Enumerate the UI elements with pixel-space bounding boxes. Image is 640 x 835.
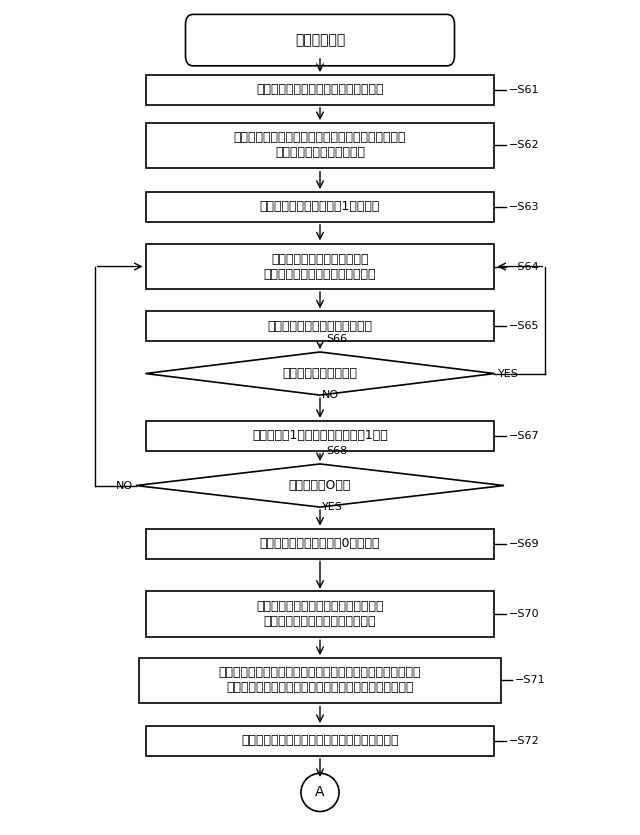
Text: 当籤番号の初期値として1をセット: 当籤番号の初期値として1をセット xyxy=(260,200,380,213)
Text: 小役・リプレイ用内部当籤役決定テーブルを参照し、小役・
リプレイ用データポインタに基づいて内部当籤役を取得: 小役・リプレイ用内部当籤役決定テーブルを参照し、小役・ リプレイ用データポインタ… xyxy=(219,666,421,695)
Text: −S72: −S72 xyxy=(508,736,539,746)
Bar xyxy=(145,244,495,290)
Text: −S71: −S71 xyxy=(515,676,545,686)
Ellipse shape xyxy=(301,773,339,812)
Text: −S64: −S64 xyxy=(508,261,539,271)
Text: 桁かりが行われたか？: 桁かりが行われたか？ xyxy=(282,367,358,380)
Text: 内部当籤役に応じて内部当籤役格納領域を更新: 内部当籤役に応じて内部当籤役格納領域を更新 xyxy=(241,735,399,747)
Bar xyxy=(145,192,495,222)
Text: S68: S68 xyxy=(326,446,348,456)
Bar xyxy=(139,658,501,703)
Bar xyxy=(145,591,495,637)
Bar xyxy=(145,311,495,342)
Text: 抽籤回数を1減算し、当籤番号を1加算: 抽籤回数を1減算し、当籤番号を1加算 xyxy=(252,429,388,443)
Text: 各データポイントとして0をセット: 各データポイントとして0をセット xyxy=(260,537,380,550)
Text: 内部抽籤テーブル及び抽籤回数を決定: 内部抽籤テーブル及び抽籤回数を決定 xyxy=(256,84,384,96)
Text: YES: YES xyxy=(322,502,343,512)
Text: −S70: −S70 xyxy=(508,609,539,619)
Text: 小役・リプレイ用データポインタ及び
ボーナス用データポインタを取得: 小役・リプレイ用データポインタ及び ボーナス用データポインタを取得 xyxy=(256,600,384,628)
Polygon shape xyxy=(145,352,495,395)
Text: NO: NO xyxy=(322,390,339,400)
Text: −S69: −S69 xyxy=(508,539,539,549)
FancyBboxPatch shape xyxy=(186,14,454,66)
Text: −S62: −S62 xyxy=(508,140,539,150)
Text: −S67: −S67 xyxy=(508,431,539,441)
Text: S66: S66 xyxy=(326,334,348,344)
Text: YES: YES xyxy=(498,368,518,378)
Text: −S65: −S65 xyxy=(508,321,539,331)
Text: 乱数値格納領域に格納されている乱数値を取得し、
判定用乱数値としてセット: 乱数値格納領域に格納されている乱数値を取得し、 判定用乱数値としてセット xyxy=(234,131,406,159)
Bar xyxy=(145,421,495,451)
Text: NO: NO xyxy=(116,480,133,490)
Text: −S61: −S61 xyxy=(508,85,539,95)
Bar xyxy=(145,726,495,756)
Text: A: A xyxy=(316,786,324,799)
Bar xyxy=(145,75,495,105)
Text: −S63: −S63 xyxy=(508,202,539,212)
Text: 内部抽籤処理: 内部抽籤処理 xyxy=(295,33,345,47)
Text: 抽籤回数はOか？: 抽籤回数はOか？ xyxy=(289,479,351,492)
Text: 判定用乱数値から抽籤値を減算: 判定用乱数値から抽籤値を減算 xyxy=(268,320,372,333)
Bar xyxy=(145,123,495,168)
Polygon shape xyxy=(136,464,504,507)
Bar xyxy=(145,529,495,559)
Text: 内部抽籤テーブルを参照し、
当籤番号に対応する抽籤値を取得: 内部抽籤テーブルを参照し、 当籤番号に対応する抽籤値を取得 xyxy=(264,252,376,281)
